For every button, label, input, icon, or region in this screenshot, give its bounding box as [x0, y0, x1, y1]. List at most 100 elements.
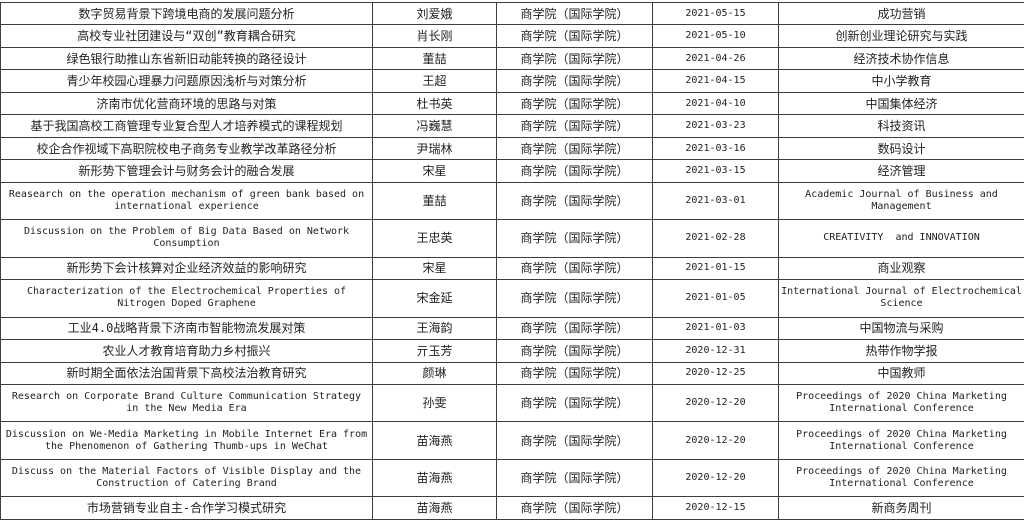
table-row: 新时期全面依法治国背景下高校法治教育研究颜琳商学院（国际学院）2020-12-2…	[1, 362, 1024, 384]
cell-department: 商学院（国际学院）	[497, 220, 653, 257]
cell-journal: Proceedings of 2020 China Marketing Inte…	[779, 384, 1024, 421]
cell-title: Characterization of the Electrochemical …	[1, 280, 373, 317]
cell-title: 工业4.0战略背景下济南市智能物流发展对策	[1, 317, 373, 339]
cell-author: 宋星	[373, 160, 497, 182]
cell-title: Discussion on We-Media Marketing in Mobi…	[1, 422, 373, 459]
table-row: Characterization of the Electrochemical …	[1, 280, 1024, 317]
cell-journal: 经济技术协作信息	[779, 47, 1024, 69]
table-row: Discussion on the Problem of Big Data Ba…	[1, 220, 1024, 257]
cell-date: 2020-12-20	[653, 422, 779, 459]
cell-department: 商学院（国际学院）	[497, 70, 653, 92]
cell-title: 济南市优化营商环境的思路与对策	[1, 92, 373, 114]
cell-title: 数字贸易背景下跨境电商的发展问题分析	[1, 3, 373, 25]
cell-journal: 科技资讯	[779, 115, 1024, 137]
cell-journal: 创新创业理论研究与实践	[779, 25, 1024, 47]
cell-title: 高校专业社团建设与“双创”教育耦合研究	[1, 25, 373, 47]
cell-author: 苗海燕	[373, 497, 497, 520]
cell-journal: 经济管理	[779, 160, 1024, 182]
cell-journal: International Journal of Electrochemical…	[779, 280, 1024, 317]
cell-title: Discuss on the Material Factors of Visib…	[1, 459, 373, 496]
table-row: 青少年校园心理暴力问题原因浅析与对策分析王超商学院（国际学院）2021-04-1…	[1, 70, 1024, 92]
cell-title: 农业人才教育培育助力乡村振兴	[1, 340, 373, 362]
cell-department: 商学院（国际学院）	[497, 362, 653, 384]
table-row: Research on Corporate Brand Culture Comm…	[1, 384, 1024, 421]
cell-date: 2021-04-10	[653, 92, 779, 114]
cell-date: 2020-12-31	[653, 340, 779, 362]
table-row: 绿色银行助推山东省新旧动能转换的路径设计董喆商学院（国际学院）2021-04-2…	[1, 47, 1024, 69]
cell-journal: 商业观察	[779, 257, 1024, 279]
cell-title: 新形势下会计核算对企业经济效益的影响研究	[1, 257, 373, 279]
cell-author: 冯巍慧	[373, 115, 497, 137]
cell-title: 青少年校园心理暴力问题原因浅析与对策分析	[1, 70, 373, 92]
cell-journal: Proceedings of 2020 China Marketing Inte…	[779, 422, 1024, 459]
cell-author: 宋金延	[373, 280, 497, 317]
cell-journal: 中国教师	[779, 362, 1024, 384]
cell-title: Reasearch on the operation mechanism of …	[1, 182, 373, 219]
cell-date: 2021-04-26	[653, 47, 779, 69]
table-row: 高校专业社团建设与“双创”教育耦合研究肖长刚商学院（国际学院）2021-05-1…	[1, 25, 1024, 47]
cell-department: 商学院（国际学院）	[497, 137, 653, 159]
cell-date: 2020-12-15	[653, 497, 779, 520]
cell-journal: 成功营销	[779, 3, 1024, 25]
table-row: Reasearch on the operation mechanism of …	[1, 182, 1024, 219]
cell-date: 2020-12-25	[653, 362, 779, 384]
table-row: 数字贸易背景下跨境电商的发展问题分析刘爱娥商学院（国际学院）2021-05-15…	[1, 3, 1024, 25]
table-row: 新形势下会计核算对企业经济效益的影响研究宋星商学院（国际学院）2021-01-1…	[1, 257, 1024, 279]
cell-department: 商学院（国际学院）	[497, 422, 653, 459]
cell-title: 绿色银行助推山东省新旧动能转换的路径设计	[1, 47, 373, 69]
table-row: 基于我国高校工商管理专业复合型人才培养模式的课程规划冯巍慧商学院（国际学院）20…	[1, 115, 1024, 137]
cell-date: 2021-03-16	[653, 137, 779, 159]
cell-author: 肖长刚	[373, 25, 497, 47]
cell-date: 2021-05-10	[653, 25, 779, 47]
cell-date: 2021-01-03	[653, 317, 779, 339]
cell-date: 2021-01-15	[653, 257, 779, 279]
cell-date: 2021-04-15	[653, 70, 779, 92]
cell-journal: 热带作物学报	[779, 340, 1024, 362]
cell-author: 苗海燕	[373, 422, 497, 459]
cell-author: 王忠英	[373, 220, 497, 257]
cell-author: 董喆	[373, 47, 497, 69]
cell-journal: Academic Journal of Business and Managem…	[779, 182, 1024, 219]
cell-date: 2021-05-15	[653, 3, 779, 25]
cell-date: 2021-03-23	[653, 115, 779, 137]
cell-title: 新形势下管理会计与财务会计的融合发展	[1, 160, 373, 182]
cell-author: 苗海燕	[373, 459, 497, 496]
cell-department: 商学院（国际学院）	[497, 384, 653, 421]
cell-journal: Proceedings of 2020 China Marketing Inte…	[779, 459, 1024, 496]
cell-author: 董喆	[373, 182, 497, 219]
cell-journal: 中国集体经济	[779, 92, 1024, 114]
cell-title: Research on Corporate Brand Culture Comm…	[1, 384, 373, 421]
cell-title: Discussion on the Problem of Big Data Ba…	[1, 220, 373, 257]
cell-author: 刘爱娥	[373, 3, 497, 25]
cell-journal: CREATIVITY and INNOVATION	[779, 220, 1024, 257]
cell-author: 颜琳	[373, 362, 497, 384]
cell-department: 商学院（国际学院）	[497, 92, 653, 114]
cell-author: 宋星	[373, 257, 497, 279]
cell-author: 王海韵	[373, 317, 497, 339]
cell-department: 商学院（国际学院）	[497, 182, 653, 219]
cell-author: 杜书英	[373, 92, 497, 114]
cell-department: 商学院（国际学院）	[497, 317, 653, 339]
cell-journal: 中国物流与采购	[779, 317, 1024, 339]
table-row: 工业4.0战略背景下济南市智能物流发展对策王海韵商学院（国际学院）2021-01…	[1, 317, 1024, 339]
publications-table-body: 数字贸易背景下跨境电商的发展问题分析刘爱娥商学院（国际学院）2021-05-15…	[1, 3, 1024, 520]
table-row: Discussion on We-Media Marketing in Mobi…	[1, 422, 1024, 459]
cell-department: 商学院（国际学院）	[497, 47, 653, 69]
cell-department: 商学院（国际学院）	[497, 280, 653, 317]
cell-journal: 中小学教育	[779, 70, 1024, 92]
cell-date: 2021-02-28	[653, 220, 779, 257]
cell-date: 2020-12-20	[653, 459, 779, 496]
cell-title: 基于我国高校工商管理专业复合型人才培养模式的课程规划	[1, 115, 373, 137]
cell-department: 商学院（国际学院）	[497, 497, 653, 520]
cell-author: 孙雯	[373, 384, 497, 421]
cell-department: 商学院（国际学院）	[497, 3, 653, 25]
cell-department: 商学院（国际学院）	[497, 257, 653, 279]
cell-date: 2020-12-20	[653, 384, 779, 421]
cell-author: 王超	[373, 70, 497, 92]
cell-author: 尹瑞林	[373, 137, 497, 159]
